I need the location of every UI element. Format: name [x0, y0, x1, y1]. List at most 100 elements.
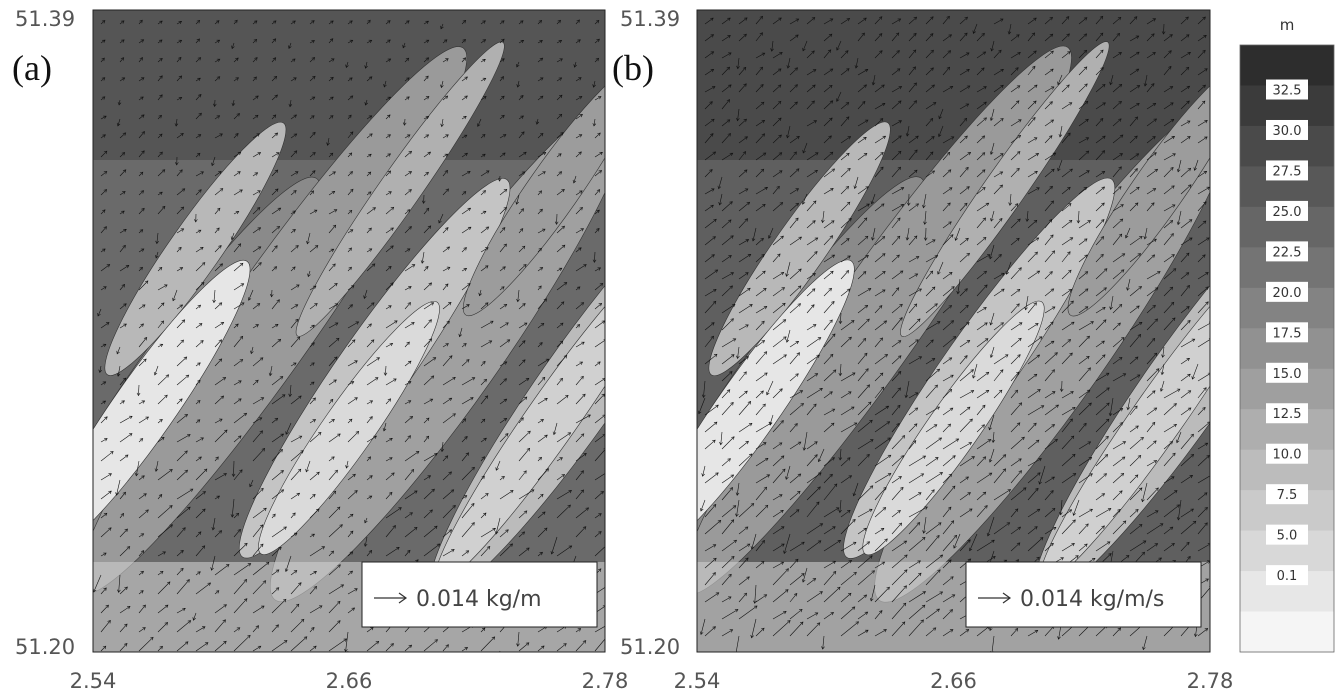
vector-head: [1138, 487, 1143, 491]
vector-head: [924, 506, 928, 510]
vector-head: [288, 45, 292, 49]
vector-head: [274, 94, 278, 98]
flux-vector: [806, 304, 815, 314]
vector-head: [539, 132, 544, 137]
flux-vector: [891, 510, 901, 518]
flux-vector: [874, 320, 887, 331]
vector-head: [121, 152, 126, 156]
flux-vector: [556, 504, 571, 519]
flux-vector: [1010, 34, 1020, 42]
flux-vector: [556, 395, 569, 405]
vector-head: [999, 218, 1003, 222]
vector-head: [1100, 236, 1105, 240]
flux-vector: [1078, 66, 1088, 76]
flux-vector: [1010, 402, 1022, 416]
flux-vector: [772, 272, 784, 280]
vector-head: [712, 544, 717, 548]
flux-vector: [1095, 268, 1108, 280]
vector-head: [956, 290, 960, 295]
flux-vector: [1163, 136, 1175, 144]
flux-vector: [721, 201, 733, 212]
flux-vector: [309, 586, 317, 595]
flux-vector: [1197, 237, 1210, 246]
vector-head: [253, 38, 258, 43]
flux-vector: [195, 571, 201, 576]
flux-vector: [1006, 261, 1012, 275]
vector-head: [577, 628, 582, 632]
flux-vector: [925, 457, 939, 467]
flux-vector: [721, 574, 732, 586]
vector-head: [559, 377, 563, 382]
vector-head: [349, 551, 354, 555]
flux-vector: [942, 221, 952, 229]
vector-head: [1033, 302, 1037, 306]
flux-vector: [925, 102, 937, 110]
vector-head: [1141, 551, 1145, 556]
vector-head: [231, 473, 236, 478]
flux-vector: [404, 550, 411, 557]
vector-head: [522, 359, 526, 363]
vector-head: [837, 586, 841, 591]
flux-vector: [755, 101, 765, 110]
vector-head: [1203, 387, 1207, 391]
flux-vector: [385, 39, 391, 44]
vector-head: [938, 133, 942, 138]
vector-head: [1152, 390, 1156, 394]
flux-vector: [537, 40, 543, 44]
vector-head: [249, 483, 253, 488]
vector-head: [767, 235, 772, 239]
flux-vector: [252, 57, 258, 63]
flux-vector: [195, 400, 201, 405]
flux-vector: [172, 289, 178, 301]
vector-head: [982, 237, 987, 241]
vector-head: [1202, 220, 1207, 224]
vector-head: [599, 283, 604, 287]
flux-vector: [594, 473, 605, 481]
flux-vector: [1129, 168, 1138, 178]
flux-vector: [1059, 125, 1063, 137]
vector-head: [568, 490, 572, 494]
flux-vector: [1197, 421, 1210, 433]
vector-head: [948, 305, 952, 309]
flux-vector: [404, 20, 410, 25]
vector-head: [1068, 289, 1073, 293]
flux-vector: [1112, 473, 1124, 484]
vector-head: [1172, 153, 1176, 157]
flux-vector: [857, 353, 868, 365]
vector-head: [1170, 233, 1174, 237]
flux-vector: [119, 400, 125, 405]
vector-head: [179, 169, 183, 173]
vector-head: [1050, 50, 1054, 54]
vector-head: [505, 322, 509, 326]
flux-vector: [789, 403, 804, 416]
flux-vector: [772, 510, 784, 518]
vector-head: [463, 268, 468, 272]
flux-vector: [942, 305, 952, 314]
flux-vector: [1044, 50, 1054, 59]
vector-head: [280, 470, 284, 474]
vector-head: [946, 66, 951, 71]
flux-vector: [518, 322, 528, 329]
flux-vector: [495, 517, 501, 535]
vector-head: [921, 604, 926, 609]
vector-head: [411, 264, 416, 268]
flux-vector: [328, 564, 341, 576]
vector-head: [896, 50, 900, 54]
flux-vector: [233, 19, 238, 25]
flux-vector: [537, 434, 548, 443]
flux-vector: [704, 219, 717, 229]
flux-vector: [138, 190, 144, 196]
vector-head: [1102, 135, 1106, 139]
vector-head: [139, 229, 144, 233]
vector-head: [829, 117, 833, 121]
flux-vector: [806, 337, 821, 348]
flux-vector: [442, 188, 449, 196]
flux-vector: [823, 100, 834, 110]
vector-head: [964, 355, 968, 359]
vector-head: [914, 407, 919, 411]
flux-vector: [1112, 17, 1122, 25]
vector-head: [736, 355, 740, 360]
flux-vector: [1044, 234, 1054, 246]
flux-vector: [594, 20, 600, 25]
flux-vector: [1146, 390, 1156, 399]
